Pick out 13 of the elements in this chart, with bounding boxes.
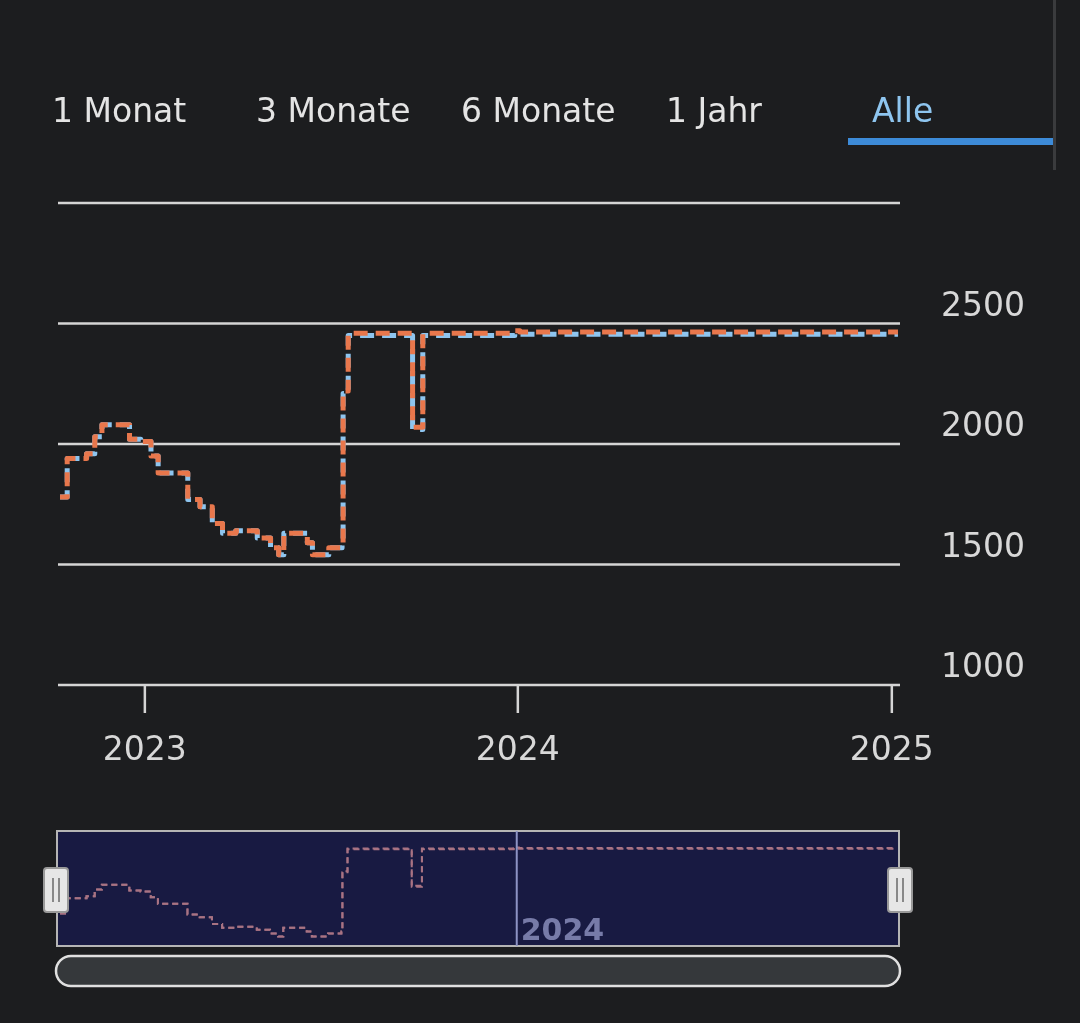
text: 1 Jahr [666, 91, 763, 130]
x-tick-label: 2023 [102, 729, 187, 768]
navigator: 2024 [56, 830, 900, 947]
text: 1 Monat [52, 91, 187, 130]
y-tick-label: 1500 [941, 525, 1025, 565]
text: Alle [872, 91, 934, 130]
y-tick-label: 1000 [941, 646, 1025, 685]
x-tick-label: 2024 [475, 729, 560, 768]
text: 3 Monate [256, 91, 411, 130]
text: 6 Monate [461, 91, 616, 130]
y-tick-label: 2000 [941, 405, 1025, 444]
y-tick-label: 2500 [941, 284, 1025, 324]
x-tick-label: 2025 [849, 729, 934, 768]
